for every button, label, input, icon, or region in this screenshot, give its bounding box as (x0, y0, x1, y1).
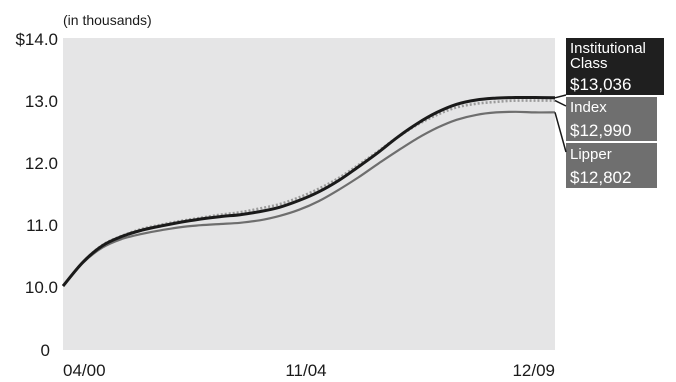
x-tick-label: 04/00 (63, 361, 106, 380)
y-tick-label: 0 (41, 341, 50, 360)
legend-box-lipper (566, 143, 657, 188)
legend-label-institutional-class-line2: Class (570, 55, 608, 72)
y-tick-label: 11.0 (26, 216, 58, 235)
y-tick-label: 12.0 (25, 154, 58, 173)
legend-label-index: Index (570, 99, 607, 116)
axis-break-marker (555, 313, 565, 335)
plot-area (63, 38, 555, 350)
x-tick-label: 11/04 (285, 361, 326, 380)
unit-note: (in thousands) (63, 12, 152, 28)
legend-box-institutional-class (566, 38, 664, 95)
legend-value-index: $12,990 (570, 121, 631, 140)
y-tick-label: $14.0 (15, 30, 58, 49)
legend-value-institutional-class: $13,036 (570, 75, 631, 94)
connector-institutional-class (554, 94, 567, 99)
y-tick-label: 10.0 (25, 278, 58, 297)
y-tick-label: 13.0 (25, 92, 58, 111)
x-tick-label: 12/09 (512, 361, 555, 380)
legend-value-lipper: $12,802 (570, 168, 631, 187)
connector-lipper (554, 112, 567, 153)
legend-label-institutional-class-line1: Institutional (570, 40, 646, 57)
legend-label-lipper: Lipper (570, 146, 612, 163)
connector-index (554, 99, 567, 107)
legend-box-index (566, 97, 657, 141)
series-line-lipper (62, 110, 556, 287)
series-line-institutional-class (61, 95, 556, 287)
